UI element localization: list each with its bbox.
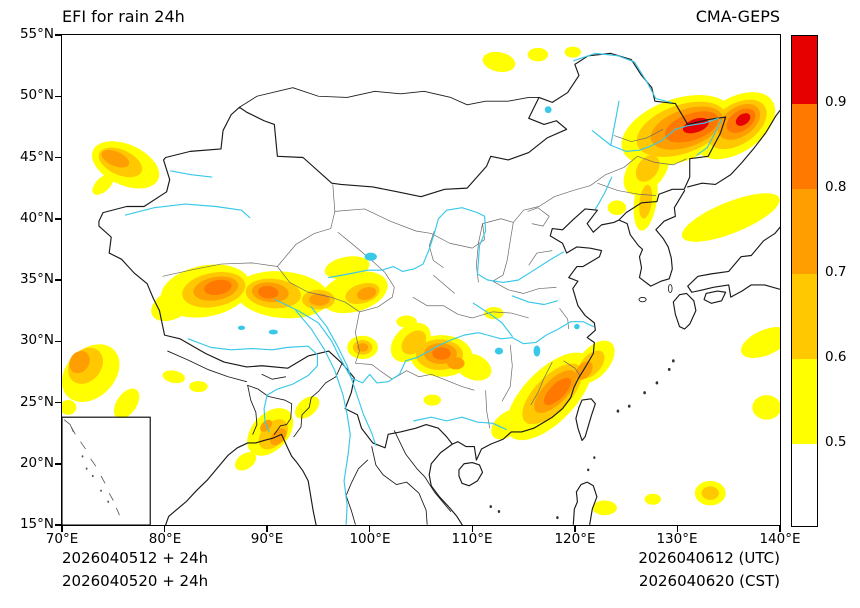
x-tick-label: 90°E bbox=[250, 531, 284, 547]
colorbar-segment bbox=[792, 359, 817, 444]
y-tick-mark bbox=[55, 156, 61, 159]
colorbar-segment bbox=[792, 274, 817, 359]
colorbar-label: 0.7 bbox=[825, 264, 847, 280]
myanmar-india-border bbox=[294, 363, 342, 437]
hainan-island bbox=[459, 463, 483, 486]
y-tick-mark bbox=[55, 218, 61, 220]
colorbar-segment bbox=[792, 36, 817, 104]
nen-river bbox=[611, 101, 619, 145]
laos-vietnam-border bbox=[394, 431, 450, 512]
x-tick-mark bbox=[676, 526, 679, 532]
colorbar-segment bbox=[792, 444, 817, 526]
tsushima-island bbox=[668, 285, 672, 293]
colorbar-label: 0.8 bbox=[825, 179, 847, 195]
y-tick-mark bbox=[55, 401, 61, 404]
mongolia-russia-border bbox=[239, 88, 539, 108]
y-tick-label: 30°N bbox=[19, 332, 54, 348]
efi-fill-level-5 bbox=[682, 113, 751, 134]
x-tick-mark bbox=[368, 526, 371, 532]
x-tick-label: 70°E bbox=[45, 531, 79, 547]
x-tick-label: 110°E bbox=[451, 531, 493, 547]
yellow-river bbox=[329, 208, 564, 283]
luzon-coast bbox=[573, 482, 597, 524]
valid-time-cst: 2026040620 (CST) bbox=[638, 572, 780, 590]
myanmar-thailand-border bbox=[346, 460, 368, 524]
russia-pacific-coast bbox=[688, 104, 780, 187]
model-name: CMA-GEPS bbox=[695, 7, 780, 26]
colorbar-label: 0.6 bbox=[825, 349, 847, 365]
y-tick-label: 20°N bbox=[19, 455, 54, 471]
bangladesh-border-east bbox=[248, 385, 292, 434]
yili-river bbox=[171, 171, 212, 177]
y-tick-mark bbox=[55, 524, 61, 526]
x-tick-label: 140°E bbox=[759, 531, 801, 547]
tarim-river bbox=[126, 204, 250, 217]
yangtze-river bbox=[275, 300, 593, 383]
y-tick-mark bbox=[55, 279, 61, 281]
y-tick-mark bbox=[55, 34, 61, 36]
x-tick-label: 120°E bbox=[554, 531, 596, 547]
x-tick-mark bbox=[471, 526, 473, 532]
china-map bbox=[62, 35, 780, 525]
xi-river bbox=[414, 417, 506, 429]
rivers bbox=[126, 53, 722, 524]
x-tick-mark bbox=[779, 526, 781, 532]
y-tick-label: 40°N bbox=[19, 210, 54, 226]
liao-river bbox=[595, 177, 611, 209]
japan-kyushu bbox=[673, 293, 696, 329]
han-river bbox=[473, 303, 512, 336]
bay-of-bengal-coast bbox=[166, 434, 317, 525]
lakes bbox=[237, 106, 580, 357]
x-tick-mark bbox=[61, 526, 63, 532]
small-islands bbox=[489, 359, 675, 520]
colorbar bbox=[791, 35, 818, 527]
colorbar-segment bbox=[792, 104, 817, 189]
colorbar-segment bbox=[792, 189, 817, 274]
colorbar-label: 0.9 bbox=[825, 94, 847, 110]
thailand-laos-border bbox=[372, 447, 427, 525]
y-tick-mark bbox=[55, 463, 61, 465]
songhua-river bbox=[592, 118, 718, 151]
mekong-river bbox=[311, 307, 376, 445]
korea-coast bbox=[619, 191, 685, 287]
colorbar-label: 0.5 bbox=[825, 434, 847, 450]
japan-honshu bbox=[688, 219, 780, 297]
vietnam-coast bbox=[429, 444, 463, 525]
y-tick-label: 50°N bbox=[19, 87, 54, 103]
brahmaputra-river bbox=[188, 339, 317, 432]
x-tick-label: 80°E bbox=[148, 531, 182, 547]
y-tick-label: 35°N bbox=[19, 271, 54, 287]
ussuri-river bbox=[697, 120, 722, 156]
country-borders bbox=[99, 53, 780, 525]
jeju-island bbox=[639, 297, 646, 301]
nepal-border bbox=[168, 351, 247, 382]
japan-shikoku bbox=[704, 291, 726, 303]
y-tick-mark bbox=[55, 95, 61, 97]
salween-river bbox=[296, 311, 350, 525]
y-tick-mark bbox=[55, 340, 61, 342]
x-tick-label: 100°E bbox=[349, 531, 391, 547]
x-tick-mark bbox=[574, 526, 576, 532]
huai-river bbox=[512, 296, 557, 305]
x-tick-mark bbox=[163, 526, 166, 532]
china-border-path bbox=[99, 53, 726, 460]
y-tick-label: 25°N bbox=[19, 394, 54, 410]
x-tick-label: 130°E bbox=[656, 531, 698, 547]
bhutan-border bbox=[262, 374, 286, 379]
init-time-cst: 2026040520 + 24h bbox=[62, 572, 209, 590]
y-tick-label: 55°N bbox=[19, 26, 54, 42]
south-china-sea-inset bbox=[62, 417, 150, 525]
taiwan-island bbox=[576, 399, 595, 441]
y-tick-label: 15°N bbox=[19, 516, 54, 532]
chart-title: EFI for rain 24h bbox=[62, 7, 185, 26]
bangladesh-border-west bbox=[248, 385, 257, 434]
valid-time-utc: 2026040612 (UTC) bbox=[638, 549, 780, 567]
amur-river bbox=[574, 53, 671, 102]
map-plot-area bbox=[61, 34, 781, 526]
y-tick-label: 45°N bbox=[19, 149, 54, 165]
init-time-utc: 2026040512 + 24h bbox=[62, 549, 209, 567]
x-tick-mark bbox=[266, 526, 268, 532]
